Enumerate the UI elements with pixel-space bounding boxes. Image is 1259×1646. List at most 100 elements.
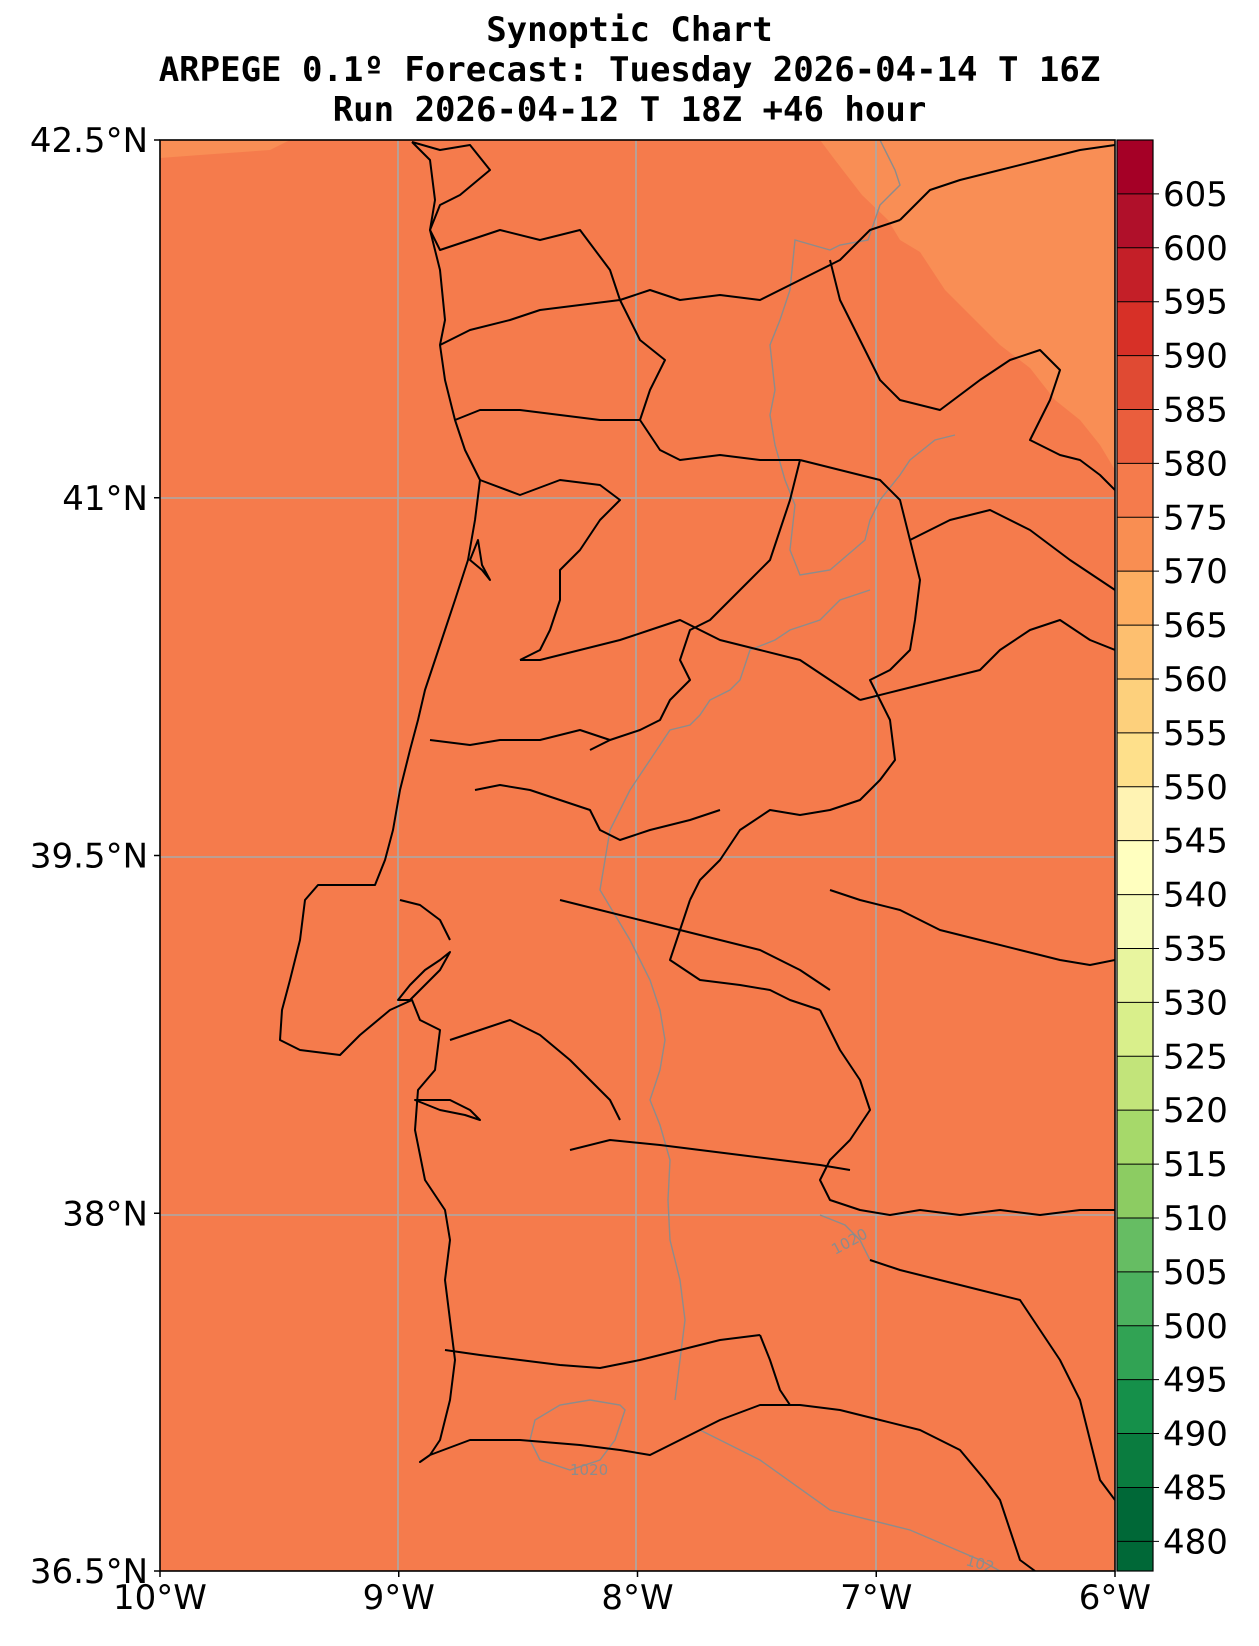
- gridlines: [160, 140, 1115, 1571]
- colorbar-frame: [1116, 139, 1154, 1572]
- colorbar-label: 500: [1163, 1307, 1228, 1347]
- colorbar-segment: [1117, 1433, 1153, 1488]
- estuary-tagus: [397, 951, 451, 1001]
- colorbar-segment: [1117, 1002, 1153, 1057]
- border-district-castelo-branco: [520, 619, 861, 701]
- border-tras-os-montes: [829, 259, 1115, 491]
- border-district-leiria: [429, 729, 611, 746]
- colorbar-segment: [1117, 1056, 1153, 1111]
- colorbar-segment: [1117, 463, 1153, 518]
- border-district-beja: [569, 1139, 851, 1171]
- lat-tick-label: 41°N: [62, 479, 148, 519]
- ria-aveiro: [469, 539, 491, 581]
- colorbar-segment: [1117, 409, 1153, 464]
- border-district-porto: [454, 409, 640, 421]
- colorbar-segment: [1117, 571, 1153, 626]
- colorbar-label: 555: [1163, 714, 1228, 754]
- isobar-line-southeast: [699, 1429, 1001, 1571]
- colorbar-label: 545: [1163, 822, 1228, 862]
- border-north-portugal-spain: [899, 144, 1115, 221]
- colorbar-label: 540: [1163, 876, 1228, 916]
- colorbar-label: 565: [1163, 606, 1228, 646]
- map-fill-light-northwest: [160, 140, 290, 158]
- estuary-sado: [414, 1099, 481, 1121]
- border-spain-badajoz: [829, 889, 1115, 966]
- colorbar-label: 600: [1163, 229, 1228, 269]
- colorbar-segment: [1117, 786, 1153, 841]
- border-district-portalegre: [669, 899, 821, 1011]
- lon-tick-label: 8°W: [601, 1578, 673, 1618]
- colorbar-segment: [1117, 247, 1153, 302]
- lon-tick-label: 7°W: [840, 1578, 912, 1618]
- colorbar-segment: [1117, 894, 1153, 949]
- colorbar-label: 585: [1163, 390, 1228, 430]
- colorbar-label: 485: [1163, 1468, 1228, 1508]
- border-douro: [439, 299, 621, 346]
- colorbar-label: 495: [1163, 1361, 1228, 1401]
- map-fill-base: [160, 140, 1115, 1571]
- isobar-line-central: [599, 589, 871, 1401]
- colorbar-segment: [1117, 678, 1153, 733]
- isobar-label-south: 1020: [570, 1461, 608, 1479]
- border-district-viseu: [479, 479, 621, 661]
- colorbar-label: 570: [1163, 552, 1228, 592]
- colorbar-label: 595: [1163, 283, 1228, 323]
- border-guadiana: [759, 1334, 791, 1406]
- isobar-label-southeast: 102: [964, 1551, 996, 1576]
- colorbar-label: 580: [1163, 444, 1228, 484]
- colorbar: 480 485 490 495 500 505 510 515 520 525 530 535 540 5…: [1116, 139, 1228, 1572]
- isobars: [529, 140, 1001, 1571]
- colorbar-segment: [1117, 1487, 1153, 1571]
- colorbar-segment: [1117, 1379, 1153, 1434]
- border-spain-central: [689, 459, 921, 901]
- colorbar-segment: [1117, 732, 1153, 787]
- colorbar-label: 505: [1163, 1253, 1228, 1293]
- colorbar-segment: [1117, 140, 1153, 194]
- colorbar-segment: [1117, 301, 1153, 356]
- border-district-santarem: [474, 784, 721, 841]
- border-district-guarda: [589, 459, 801, 751]
- colorbar-segment: [1117, 1271, 1153, 1326]
- chart-title-block: Synoptic Chart ARPEGE 0.1º Forecast: Tue…: [0, 10, 1259, 130]
- colorbar-segment: [1117, 948, 1153, 1003]
- border-district-setubal: [449, 1019, 621, 1121]
- colorbar-segment: [1117, 355, 1153, 410]
- colorbar-label: 490: [1163, 1415, 1228, 1455]
- colorbar-segment: [1117, 1217, 1153, 1272]
- border-algarve: [444, 1334, 761, 1369]
- isobar-line-north: [769, 140, 956, 576]
- colorbar-label: 550: [1163, 768, 1228, 808]
- colorbar-segment: [1117, 840, 1153, 895]
- chart-title: Synoptic Chart: [486, 10, 773, 50]
- border-spain-south: [819, 1009, 1115, 1216]
- coastline-west: [279, 141, 1036, 1571]
- latitude-tick-labels: 42.5°N 41°N 39.5°N 38°N 36.5°N: [30, 121, 160, 1592]
- colorbar-label: 515: [1163, 1145, 1228, 1185]
- colorbar-label: 560: [1163, 660, 1228, 700]
- colorbar-segment: [1117, 625, 1153, 679]
- coastline-and-borders: [279, 141, 1115, 1571]
- lon-tick-label: 6°W: [1079, 1578, 1151, 1618]
- border-spain-andalusia: [869, 1259, 1115, 1501]
- colorbar-label: 575: [1163, 498, 1228, 538]
- border-district-evora: [559, 899, 831, 991]
- colorbar-label: 590: [1163, 337, 1228, 377]
- lat-tick-label: 39.5°N: [30, 837, 148, 877]
- colorbar-label: 520: [1163, 1091, 1228, 1131]
- colorbar-segment: [1117, 1164, 1153, 1218]
- border-spain-east: [909, 509, 1115, 591]
- colorbar-label: 480: [1163, 1522, 1228, 1562]
- lat-tick-label: 42.5°N: [30, 121, 148, 161]
- colorbar-segment: [1117, 1110, 1153, 1165]
- colorbar-label: 530: [1163, 983, 1228, 1023]
- border-district-lisboa: [399, 899, 451, 941]
- lat-tick-label: 36.5°N: [30, 1552, 148, 1592]
- lon-tick-label: 9°W: [363, 1578, 435, 1618]
- colorbar-segment: [1117, 1325, 1153, 1380]
- lat-tick-label: 38°N: [62, 1194, 148, 1234]
- border-spain-extremadura: [859, 619, 1115, 701]
- colorbar-segment: [1117, 193, 1153, 248]
- colorbar-label: 510: [1163, 1199, 1228, 1239]
- border-north-minho: [411, 141, 901, 301]
